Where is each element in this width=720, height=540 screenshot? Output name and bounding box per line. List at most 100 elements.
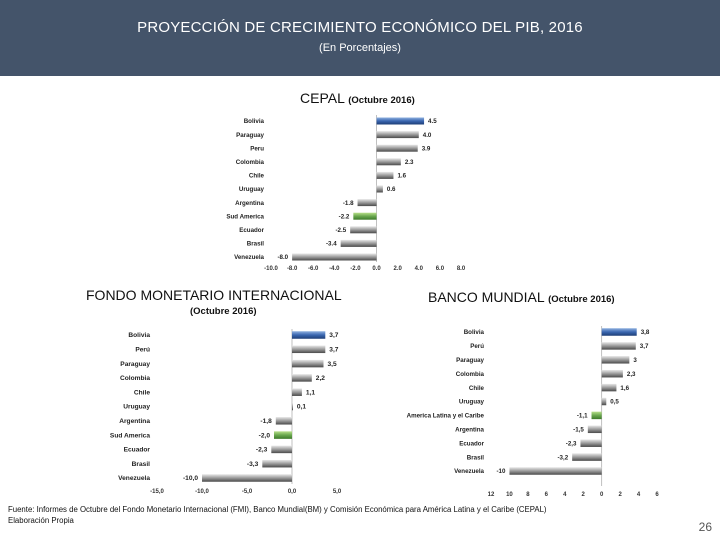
bar — [580, 439, 602, 447]
value-label: -3,3 — [247, 461, 259, 468]
bar — [275, 417, 292, 425]
bar — [202, 474, 292, 482]
category-label: America Latina y el Caribe — [407, 413, 485, 420]
value-label: -3.4 — [326, 241, 337, 248]
bar — [601, 369, 623, 378]
tick-label: 4 — [637, 492, 641, 498]
fmi-chart-title-line: FONDO MONETARIO INTERNACIONAL — [86, 287, 342, 303]
category-label: Argentina — [455, 427, 484, 434]
fmi-title: FONDO MONETARIO INTERNACIONAL — [86, 287, 342, 303]
bar — [353, 212, 377, 220]
bar — [376, 117, 425, 125]
value-label: -1.8 — [343, 200, 354, 207]
value-label: 1,6 — [620, 385, 629, 392]
bar — [376, 185, 383, 193]
tick-label: 4.0 — [415, 266, 424, 272]
bar — [601, 356, 630, 364]
value-label: -1,8 — [260, 418, 272, 425]
bm-chart-title: BANCO MUNDIAL (Octubre 2016) — [428, 289, 615, 305]
tick-label: 2 — [618, 492, 622, 498]
value-label: -10,0 — [183, 475, 198, 482]
bar — [357, 199, 377, 207]
slide-subtitle: (En Porcentajes) — [319, 42, 401, 54]
bar — [292, 331, 326, 339]
tick-label: -8.0 — [287, 266, 298, 272]
tick-label: 6.0 — [436, 266, 445, 272]
value-label: -2,0 — [259, 432, 271, 439]
tick-label: 8 — [526, 492, 530, 498]
cepal-title: CEPAL — [300, 90, 345, 106]
bar — [262, 459, 292, 468]
value-label: 1.6 — [397, 173, 406, 180]
value-label: -10 — [496, 468, 506, 475]
bm-subtitle: (Octubre 2016) — [548, 294, 615, 305]
value-label: 0.6 — [387, 186, 396, 193]
slide-header: PROYECCIÓN DE CRECIMIENTO ECONÓMICO DEL … — [0, 0, 720, 76]
tick-label: 2 — [582, 492, 586, 498]
page-number: 26 — [698, 520, 712, 534]
chart-0-plot: Bolivia 4.5 Paraguay 4.0 Peru 3.9 Colombia 2.3 C… — [226, 115, 466, 272]
cepal-subtitle: (Octubre 2016) — [348, 95, 415, 106]
category-label: Chile — [134, 389, 150, 396]
category-label: Uruguay — [123, 404, 150, 411]
tick-label: 2.0 — [393, 266, 402, 272]
tick-label: -10,0 — [195, 489, 209, 495]
category-label: Uruguay — [239, 186, 265, 193]
tick-label: 6 — [655, 492, 659, 498]
category-label: Venezuela — [118, 475, 150, 482]
value-label: 3,7 — [329, 347, 338, 354]
value-label: -8.0 — [277, 254, 288, 261]
bar — [376, 131, 419, 139]
value-label: -3,2 — [557, 454, 568, 461]
value-label: 4.5 — [428, 118, 437, 125]
category-label: Brasil — [247, 241, 264, 248]
bar — [601, 342, 636, 350]
category-label: Chile — [469, 385, 485, 392]
tick-label: 4 — [563, 492, 567, 498]
value-label: 2.3 — [405, 159, 414, 166]
bar — [591, 411, 602, 420]
category-label: Argentina — [119, 418, 150, 425]
tick-label: -6.0 — [308, 266, 319, 272]
value-label: 4.0 — [423, 132, 432, 139]
chart-2-plot: Bolivia 3,8 Perú 3,7 Paraguay 3 Colombia 2,3 Chi… — [407, 326, 659, 498]
bar — [271, 445, 292, 454]
category-label: Paraguay — [236, 132, 264, 139]
tick-label: 12 — [488, 492, 495, 498]
value-label: -2,3 — [566, 440, 577, 447]
tick-label: -5,0 — [242, 489, 253, 495]
category-label: Uruguay — [459, 399, 485, 406]
category-label: Perú — [135, 347, 150, 354]
tick-label: 8.0 — [457, 266, 466, 272]
category-label: Bolivia — [244, 118, 265, 125]
category-label: Argentina — [235, 200, 264, 207]
value-label: 1,1 — [306, 389, 315, 396]
value-label: -2,3 — [256, 447, 268, 454]
bar — [292, 345, 326, 354]
bar — [376, 158, 401, 166]
value-label: 3,7 — [329, 332, 338, 339]
category-label: Ecuador — [459, 440, 484, 447]
category-label: Bolivia — [464, 329, 485, 336]
bar — [350, 226, 377, 234]
bar — [601, 397, 607, 406]
value-label: 2,2 — [316, 375, 325, 382]
bar — [292, 253, 377, 261]
category-label: Sud America — [226, 213, 264, 220]
category-label: Brasil — [132, 461, 150, 468]
category-label: Colombia — [236, 159, 265, 166]
value-label: -1,1 — [577, 413, 588, 420]
category-label: Chile — [249, 173, 265, 180]
slide-title: PROYECCIÓN DE CRECIMIENTO ECONÓMICO DEL … — [137, 19, 583, 36]
tick-label: 0 — [600, 492, 604, 498]
category-label: Bolivia — [128, 332, 150, 339]
category-label: Venezuela — [234, 254, 264, 261]
tick-label: -4.0 — [329, 266, 340, 272]
bar — [340, 239, 377, 247]
bar — [292, 359, 324, 368]
category-label: Paraguay — [120, 361, 150, 368]
cepal-chart-title: CEPAL (Octubre 2016) — [300, 90, 415, 106]
tick-label: 10 — [506, 492, 513, 498]
